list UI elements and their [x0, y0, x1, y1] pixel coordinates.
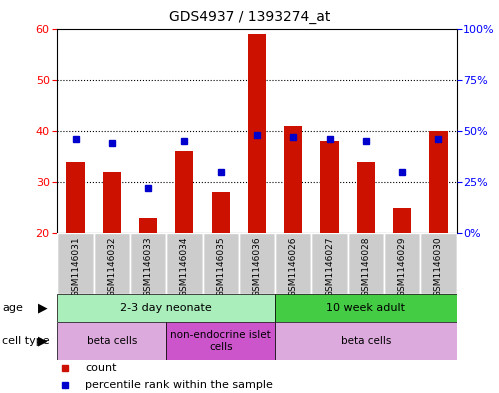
Text: 2-3 day neonate: 2-3 day neonate	[120, 303, 212, 313]
Text: age: age	[2, 303, 23, 313]
Text: GSM1146028: GSM1146028	[361, 236, 370, 297]
Bar	[212, 192, 230, 233]
Bar	[275, 294, 457, 322]
Bar	[429, 131, 448, 233]
Bar	[384, 233, 420, 294]
Bar	[393, 208, 411, 233]
Bar	[275, 322, 457, 360]
Text: GSM1146033: GSM1146033	[144, 236, 153, 297]
Text: cell type: cell type	[2, 336, 50, 346]
Bar	[94, 233, 130, 294]
Text: ▶: ▶	[38, 301, 47, 315]
Bar	[166, 233, 203, 294]
Bar	[248, 34, 266, 233]
Text: GSM1146029: GSM1146029	[398, 236, 407, 297]
Text: beta cells: beta cells	[87, 336, 137, 346]
Text: GSM1146030: GSM1146030	[434, 236, 443, 297]
Bar	[320, 141, 339, 233]
Bar	[348, 233, 384, 294]
Text: GDS4937 / 1393274_at: GDS4937 / 1393274_at	[169, 10, 330, 24]
Text: GSM1146034: GSM1146034	[180, 236, 189, 297]
Bar	[175, 151, 194, 233]
Bar	[357, 162, 375, 233]
Text: count: count	[85, 363, 117, 373]
Bar	[203, 233, 239, 294]
Bar	[139, 218, 157, 233]
Text: ▶: ▶	[38, 334, 47, 347]
Bar	[66, 162, 85, 233]
Text: 10 week adult: 10 week adult	[326, 303, 405, 313]
Text: non-endocrine islet
cells: non-endocrine islet cells	[170, 330, 271, 352]
Text: percentile rank within the sample: percentile rank within the sample	[85, 380, 273, 389]
Text: GSM1146036: GSM1146036	[252, 236, 261, 297]
Bar	[103, 172, 121, 233]
Bar	[239, 233, 275, 294]
Text: GSM1146026: GSM1146026	[289, 236, 298, 297]
Text: GSM1146035: GSM1146035	[216, 236, 225, 297]
Text: GSM1146032: GSM1146032	[107, 236, 116, 297]
Bar	[57, 322, 166, 360]
Bar	[57, 294, 275, 322]
Text: GSM1146031: GSM1146031	[71, 236, 80, 297]
Bar	[284, 126, 302, 233]
Bar	[166, 322, 275, 360]
Text: GSM1146027: GSM1146027	[325, 236, 334, 297]
Bar	[130, 233, 166, 294]
Bar	[420, 233, 457, 294]
Bar	[311, 233, 348, 294]
Bar	[275, 233, 311, 294]
Text: beta cells: beta cells	[341, 336, 391, 346]
Bar	[57, 233, 94, 294]
